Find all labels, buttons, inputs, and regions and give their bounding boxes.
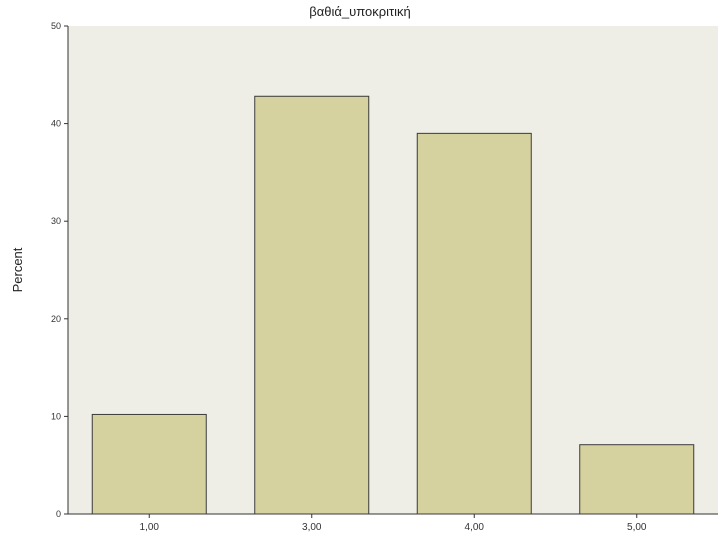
x-tick-label: 1,00 — [140, 522, 160, 533]
bar-3 — [416, 132, 532, 515]
y-tick-label: 30 — [51, 216, 61, 226]
bar-4 — [579, 444, 695, 515]
y-axis-label: Percent — [10, 247, 25, 292]
y-tick-label: 50 — [51, 21, 61, 31]
y-tick-label: 40 — [51, 119, 61, 129]
chart-title: βαθιά_υποκριτική — [309, 4, 411, 19]
y-tick-label: 0 — [56, 509, 61, 519]
x-ticks: 1,00 3,00 4,00 5,00 — [140, 514, 647, 533]
y-tick-label: 10 — [51, 411, 61, 421]
x-tick-label: 3,00 — [302, 522, 322, 533]
x-tick-label: 5,00 — [627, 522, 647, 533]
x-tick-label: 4,00 — [465, 522, 485, 533]
bar-1 — [91, 413, 207, 515]
y-tick-label: 20 — [51, 314, 61, 324]
bars — [91, 95, 695, 515]
bar-2 — [254, 95, 370, 515]
y-ticks: 0 10 20 30 40 50 — [51, 21, 68, 519]
